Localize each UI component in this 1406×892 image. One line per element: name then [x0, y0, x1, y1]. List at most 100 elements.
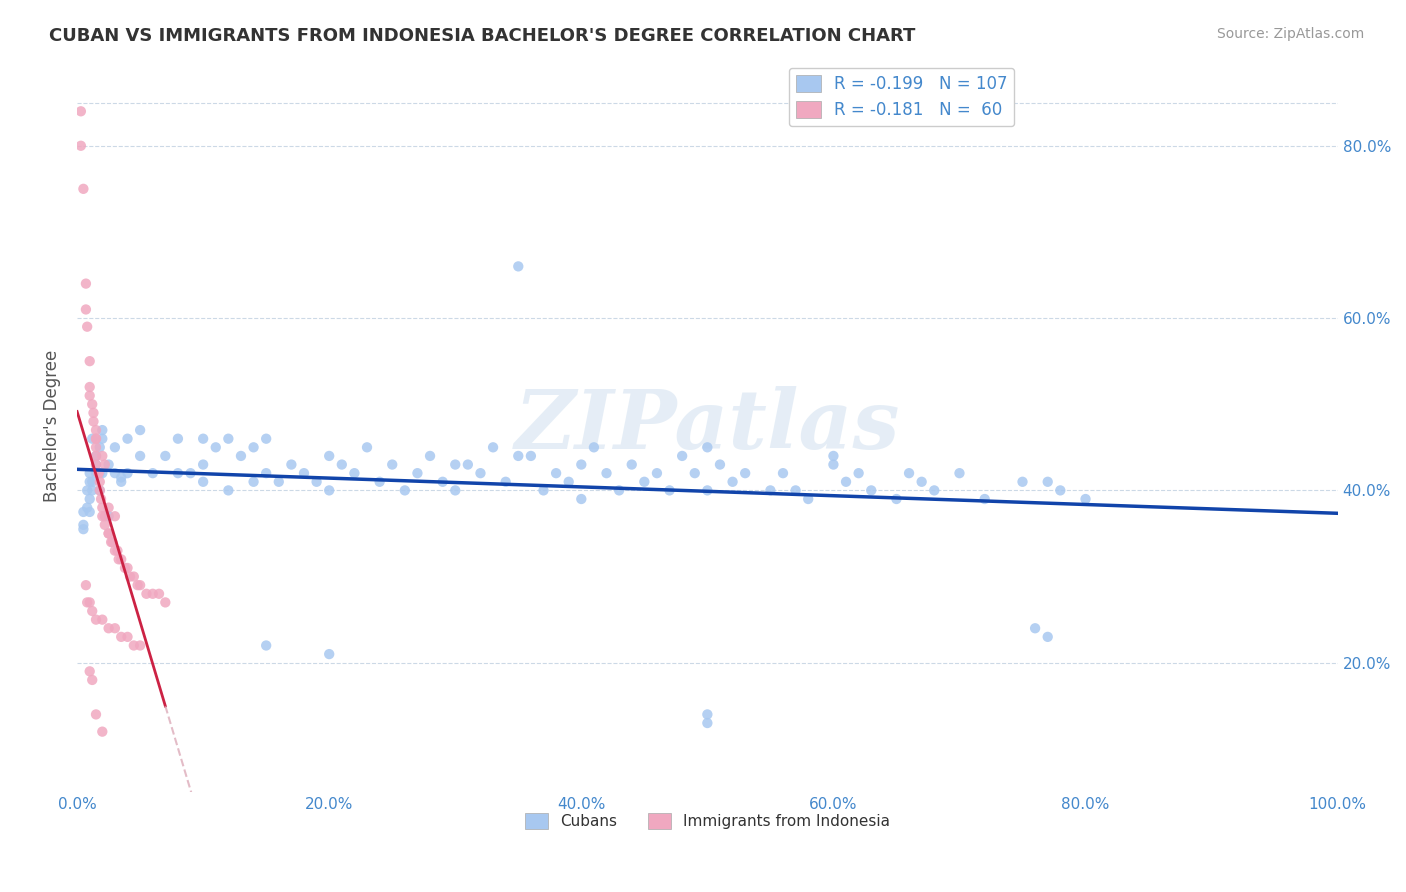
Point — [87, 466, 110, 480]
Point — [305, 475, 328, 489]
Point — [110, 552, 132, 566]
Point — [84, 466, 107, 480]
Point — [217, 432, 239, 446]
Point — [772, 466, 794, 480]
Point — [97, 526, 120, 541]
Point — [557, 475, 579, 489]
Y-axis label: Bachelor's Degree: Bachelor's Degree — [44, 350, 60, 502]
Point — [76, 500, 98, 515]
Point — [117, 466, 139, 480]
Point — [533, 483, 555, 498]
Point — [110, 470, 132, 484]
Point — [696, 707, 718, 722]
Point — [1024, 621, 1046, 635]
Point — [89, 483, 111, 498]
Point — [97, 621, 120, 635]
Point — [114, 561, 136, 575]
Point — [167, 466, 190, 480]
Point — [72, 517, 94, 532]
Point — [142, 587, 165, 601]
Point — [1049, 483, 1071, 498]
Point — [118, 569, 141, 583]
Point — [101, 535, 124, 549]
Point — [82, 415, 104, 429]
Text: CUBAN VS IMMIGRANTS FROM INDONESIA BACHELOR'S DEGREE CORRELATION CHART: CUBAN VS IMMIGRANTS FROM INDONESIA BACHE… — [49, 27, 915, 45]
Point — [508, 260, 530, 274]
Point — [267, 475, 290, 489]
Point — [72, 182, 94, 196]
Point — [89, 440, 111, 454]
Point — [229, 449, 252, 463]
Point — [191, 432, 214, 446]
Point — [97, 509, 120, 524]
Point — [823, 458, 845, 472]
Point — [104, 621, 127, 635]
Point — [91, 613, 114, 627]
Point — [97, 526, 120, 541]
Point — [84, 432, 107, 446]
Point — [444, 458, 467, 472]
Point — [721, 475, 744, 489]
Point — [97, 500, 120, 515]
Point — [79, 595, 101, 609]
Point — [72, 505, 94, 519]
Point — [79, 491, 101, 506]
Point — [117, 432, 139, 446]
Point — [79, 389, 101, 403]
Point — [444, 483, 467, 498]
Point — [91, 423, 114, 437]
Point — [82, 483, 104, 498]
Point — [79, 475, 101, 489]
Point — [84, 440, 107, 454]
Point — [94, 458, 117, 472]
Point — [973, 491, 995, 506]
Point — [79, 466, 101, 480]
Point — [330, 458, 353, 472]
Point — [911, 475, 934, 489]
Point — [84, 458, 107, 472]
Point — [70, 138, 93, 153]
Point — [546, 466, 568, 480]
Point — [254, 639, 277, 653]
Point — [671, 449, 693, 463]
Legend: Cubans, Immigrants from Indonesia: Cubans, Immigrants from Indonesia — [519, 807, 896, 836]
Point — [117, 630, 139, 644]
Point — [72, 522, 94, 536]
Point — [79, 665, 101, 679]
Point — [104, 466, 127, 480]
Point — [318, 449, 340, 463]
Point — [91, 724, 114, 739]
Point — [148, 587, 170, 601]
Point — [84, 707, 107, 722]
Point — [1036, 475, 1059, 489]
Point — [75, 302, 97, 317]
Point — [104, 440, 127, 454]
Point — [76, 483, 98, 498]
Point — [89, 483, 111, 498]
Point — [1074, 491, 1097, 506]
Point — [129, 639, 152, 653]
Point — [759, 483, 782, 498]
Point — [155, 449, 177, 463]
Point — [84, 449, 107, 463]
Point — [318, 647, 340, 661]
Point — [696, 716, 718, 731]
Point — [84, 432, 107, 446]
Point — [280, 458, 302, 472]
Point — [91, 449, 114, 463]
Point — [569, 458, 592, 472]
Point — [127, 578, 149, 592]
Point — [620, 458, 643, 472]
Point — [823, 449, 845, 463]
Point — [89, 466, 111, 480]
Text: Source: ZipAtlas.com: Source: ZipAtlas.com — [1216, 27, 1364, 41]
Point — [569, 491, 592, 506]
Point — [180, 466, 202, 480]
Point — [948, 466, 970, 480]
Point — [129, 449, 152, 463]
Point — [318, 483, 340, 498]
Point — [75, 578, 97, 592]
Point — [191, 458, 214, 472]
Point — [254, 466, 277, 480]
Point — [886, 491, 908, 506]
